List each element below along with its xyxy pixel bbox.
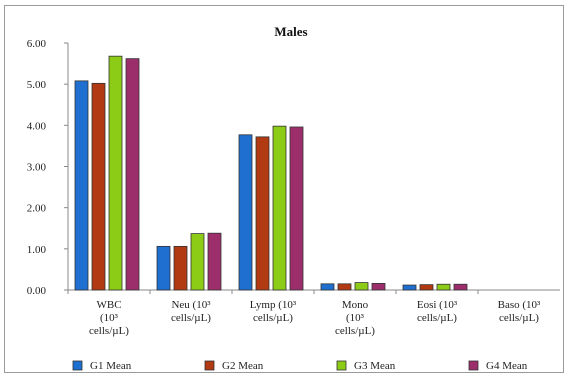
bar-g3-mean bbox=[272, 125, 287, 291]
x-tick-label: cells/µL) bbox=[499, 312, 539, 324]
legend-label: G3 Mean bbox=[354, 360, 396, 372]
axes: 0.00 1.00 2.00 3.00 4.00 5.00 6.00 bbox=[27, 38, 560, 297]
bar-g1-mean bbox=[238, 134, 253, 291]
chart-title: Males bbox=[274, 24, 307, 39]
bar-g1-mean bbox=[156, 245, 171, 291]
x-tick-label: Mono bbox=[342, 299, 369, 311]
x-tick-label: Eosi (10³ bbox=[417, 299, 458, 311]
legend-swatch bbox=[468, 360, 479, 371]
bar-g1-mean bbox=[402, 284, 417, 291]
bar-g2-mean bbox=[91, 82, 106, 291]
x-tick-label: Lymp (10³ bbox=[250, 299, 297, 311]
bars bbox=[74, 55, 468, 291]
legend: G1 Mean G2 Mean G3 Mean G4 Mean bbox=[72, 360, 528, 372]
chart-frame bbox=[4, 5, 564, 373]
x-tick-label: cells/µL) bbox=[253, 312, 293, 324]
bar-g4-mean bbox=[207, 232, 222, 291]
bar-g2-mean bbox=[419, 284, 434, 291]
bar-g3-mean bbox=[108, 55, 123, 291]
legend-label: G1 Mean bbox=[90, 360, 132, 372]
x-tick-label: cells/µL) bbox=[335, 325, 375, 337]
y-tick-label: 5.00 bbox=[27, 79, 47, 91]
legend-swatch bbox=[336, 360, 347, 371]
bar-g3-mean bbox=[354, 282, 369, 291]
bar-g2-mean bbox=[173, 245, 188, 291]
legend-swatch bbox=[72, 360, 83, 371]
y-tick-label: 1.00 bbox=[27, 244, 47, 256]
bar-g4-mean bbox=[125, 58, 140, 291]
x-tick-label: (10³ bbox=[100, 312, 119, 324]
bar-g3-mean bbox=[190, 233, 205, 291]
x-tick-label: Baso (10³ bbox=[498, 299, 541, 311]
bar-g2-mean bbox=[255, 136, 270, 291]
bar-g1-mean bbox=[74, 80, 89, 291]
y-tick-label: 4.00 bbox=[27, 120, 47, 132]
bar-g4-mean bbox=[371, 283, 386, 291]
x-tick-label: (10³ bbox=[346, 312, 365, 324]
y-tick-label: 2.00 bbox=[27, 203, 47, 215]
y-tick-label: 6.00 bbox=[27, 38, 47, 50]
bar-g3-mean bbox=[436, 283, 451, 291]
y-tick-label: 0.00 bbox=[27, 285, 47, 297]
bar-g4-mean bbox=[453, 283, 468, 291]
y-tick-label: 3.00 bbox=[27, 162, 47, 174]
x-tick-label: Neu (10³ bbox=[171, 299, 211, 311]
x-tick-label: WBC bbox=[96, 299, 121, 311]
x-tick-label: cells/µL) bbox=[417, 312, 457, 324]
bar-g2-mean bbox=[337, 283, 352, 291]
x-tick-label: cells/µL) bbox=[171, 312, 211, 324]
legend-label: G2 Mean bbox=[222, 360, 264, 372]
legend-label: G4 Mean bbox=[486, 360, 528, 372]
legend-swatch bbox=[204, 360, 215, 371]
x-tick-label: cells/µL) bbox=[89, 325, 129, 337]
bar-g4-mean bbox=[289, 126, 304, 291]
bar-g1-mean bbox=[320, 283, 335, 291]
